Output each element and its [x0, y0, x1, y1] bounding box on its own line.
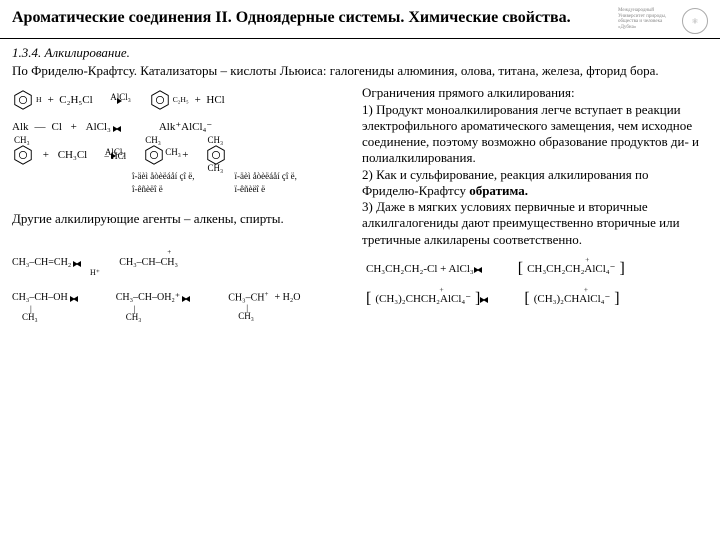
alcohol-1: CH₃–CH–OH [12, 292, 68, 303]
cl-label: Cl [52, 119, 62, 136]
ch3-label: CH₃ [14, 134, 30, 148]
section-number: 1.3.4. Алкилирование. [12, 45, 708, 61]
logo-emblem: ⚛ [682, 8, 708, 34]
bottom-right-reactions: CH₃CH₂CH₂-Cl + AlCl₃ +CH₃CH₂CH₂AlCl₄⁻ +(… [366, 254, 708, 315]
oxonium-1: CH₃–CH–OH₂⁺ [116, 292, 180, 303]
limitation-2-bold: обратима. [469, 183, 528, 198]
reagent-1: C₂H₅Cl [59, 94, 92, 106]
complex-2a: (CH₃)₂CHCH₂AlCl₄⁻ [375, 293, 471, 305]
logo-text-1: Международный Университет природы, общес… [618, 8, 678, 25]
other-agents: Другие алкилирующие агенты – алкены, спи… [12, 211, 352, 227]
logo: Международный Университет природы, общес… [618, 8, 708, 34]
alkene-1: CH₃–CH=CH₂ [12, 254, 71, 272]
reaction-2: Alk—Cl + AlCl₃ Alk⁺AlCl₄⁻ [12, 115, 352, 140]
benzene-icon [149, 89, 171, 111]
complex-1: CH₃CH₂CH₂AlCl₄⁻ [527, 263, 615, 275]
alcl3-label: AlCl₃ [86, 119, 111, 136]
isomer-label-a: î-äèì åòèëáåí çî ë, î-êñèëî ë [132, 170, 194, 197]
water-byproduct: + H₂O [274, 289, 300, 307]
complex-2b: (CH₃)₂CHAlCl₄⁻ [534, 293, 611, 305]
alkyl-halide: CH₃CH₂CH₂-Cl + AlCl₃ [366, 259, 474, 280]
page-title: Ароматические соединения II. Одноядерные… [12, 8, 571, 28]
product-2: Alk⁺AlCl₄⁻ [159, 119, 212, 136]
limitation-1: 1) Продукт моноалкилирования легче вступ… [362, 102, 708, 167]
benzene-icon [12, 89, 34, 111]
isomer-label-b: ï-äèì åòèëáåí çî ë, ï-êñèëî ë [234, 170, 296, 197]
logo-text-2: «Дубна» [618, 25, 678, 31]
label-h: H [36, 94, 42, 106]
reagent-3: CH₃Cl [58, 147, 88, 164]
reaction-1: H + C₂H₅Cl AlCl₃ C₂H₅ + HCl [12, 85, 352, 115]
product-sub: C₂H₅ [173, 94, 189, 106]
limitations-heading: Ограничения прямого алкилирования: [362, 85, 708, 101]
limitation-3: 3) Даже в мягких условиях первичные и вт… [362, 199, 708, 248]
reaction-3: CH₃ + CH₃Cl AlCl₃– HCl CH₃ CH₃ + [12, 140, 352, 201]
bottom-left-reactions: CH₃–CH=CH₂ CH₃–CH–CH₃+ H⁺ CH₃–CH–OH | CH… [12, 254, 352, 315]
left-column: H + C₂H₅Cl AlCl₃ C₂H₅ + HCl Alk—Cl + AlC… [12, 85, 352, 248]
byproduct-1: HCl [206, 94, 224, 106]
section-intro: По Фриделю-Крафтсу. Катализаторы – кисло… [12, 63, 708, 79]
carbocation-1: CH₃–CH–CH₃ [119, 257, 178, 268]
right-column: Ограничения прямого алкилирования: 1) Пр… [362, 85, 708, 248]
